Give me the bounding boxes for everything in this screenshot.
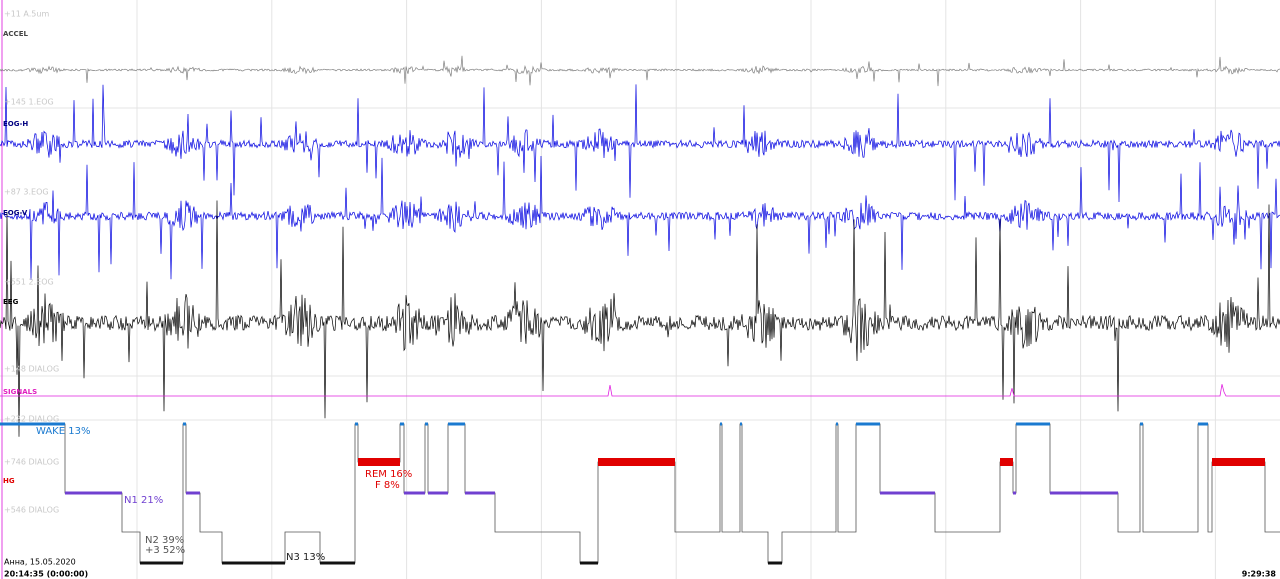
stage-bar	[580, 561, 598, 565]
signal-trace	[0, 200, 1280, 437]
stage-bar	[448, 422, 465, 426]
stage-bar	[1016, 422, 1050, 426]
stage-label: N3 13%	[286, 552, 325, 563]
stage-bar	[1013, 491, 1016, 495]
end-time: 9:29:38	[1242, 570, 1277, 579]
stage-bar	[404, 491, 425, 495]
stage-bar	[768, 561, 782, 565]
scale-label: +546 DIALOG	[4, 506, 59, 515]
stage-bar	[425, 422, 428, 426]
stage-bar	[183, 422, 186, 426]
stage-bar	[186, 491, 200, 495]
stage-bar	[320, 561, 355, 565]
signal-trace	[0, 84, 1280, 203]
stage-bar	[598, 458, 675, 466]
stage-bar	[65, 491, 122, 495]
stage-bar	[140, 561, 183, 565]
patient-label: Анна, 15.05.2020	[4, 558, 76, 567]
channel-label: HG	[3, 477, 15, 485]
hypnogram-bars	[0, 422, 1265, 565]
stage-bar	[740, 422, 742, 426]
scale-label: +222 DIALOG	[4, 415, 59, 424]
stage-bar	[720, 422, 722, 426]
stage-bar	[880, 491, 935, 495]
scale-label: +148 DIALOG	[4, 365, 59, 374]
stage-bar	[222, 561, 285, 565]
channel-label: EOG-H	[3, 120, 28, 128]
channel-label: ACCEL	[3, 30, 28, 38]
channel-label: SIGNALS	[3, 388, 37, 396]
stage-bar	[836, 422, 838, 426]
signal-trace	[0, 55, 1280, 87]
stage-bar	[1212, 458, 1265, 466]
stage-bar	[1140, 422, 1143, 426]
channel-label: EEG	[3, 298, 19, 306]
stage-bar	[400, 422, 404, 426]
stage-bar	[1000, 458, 1013, 466]
scale-label: +746 DIALOG	[4, 458, 59, 467]
channel-label: EOG-V	[3, 209, 28, 217]
scale-label: +145 1.EOG	[4, 98, 54, 107]
stage-label: WAKE 13%	[36, 426, 90, 437]
stage-label: REM 16%	[365, 469, 412, 480]
stage-label: N1 21%	[124, 495, 163, 506]
stage-label: F 8%	[375, 480, 400, 491]
stage-label: +3 52%	[145, 545, 185, 556]
traces	[0, 55, 1280, 437]
stage-bar	[856, 422, 880, 426]
stage-bar	[355, 422, 358, 426]
stage-bar	[465, 491, 495, 495]
stage-bar	[428, 491, 448, 495]
signal-trace	[0, 155, 1280, 280]
scale-label: +11 A.5um	[4, 10, 49, 19]
stage-bar	[0, 422, 65, 426]
scale-label: +87 3.EOG	[4, 188, 49, 197]
stage-bar	[358, 458, 400, 466]
stage-label: N2 39%	[145, 535, 184, 546]
signal-trace	[0, 384, 1280, 397]
scale-label: +551 2.EOG	[4, 278, 54, 287]
stage-bar	[1198, 422, 1208, 426]
stage-bar	[1050, 491, 1118, 495]
start-time: 20:14:35 (0:00:00)	[4, 570, 88, 579]
